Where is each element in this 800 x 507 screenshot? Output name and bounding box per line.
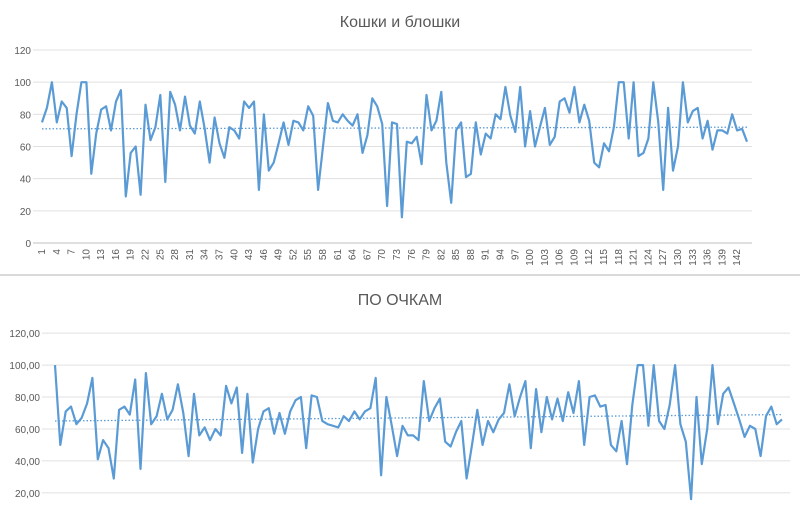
x-tick-label: 109	[569, 249, 580, 266]
x-tick-label: 94	[495, 249, 506, 261]
x-tick-label: 64	[348, 249, 359, 261]
y-tick-label: 120,00	[9, 329, 40, 340]
x-tick-label: 79	[422, 249, 433, 261]
chart-divider	[0, 274, 800, 276]
x-tick-label: 133	[688, 249, 699, 266]
x-tick-label: 40	[229, 249, 240, 261]
x-tick-label: 67	[362, 249, 373, 261]
x-tick-label: 1	[37, 249, 48, 255]
x-tick-label: 91	[481, 249, 492, 261]
chart-plot-area: 20,00 40,00 60,00 80,00 100,00 120,00	[9, 329, 790, 501]
x-tick-label: 10	[81, 249, 92, 261]
x-tick-label: 37	[214, 249, 225, 261]
x-tick-label: 52	[288, 249, 299, 261]
x-tick-label: 70	[377, 249, 388, 261]
x-tick-label: 121	[629, 249, 640, 266]
x-tick-label: 73	[392, 249, 403, 261]
y-tick-label: 120	[14, 46, 31, 57]
y-tick-label: 20,00	[15, 489, 40, 500]
x-tick-label: 82	[436, 249, 447, 261]
x-tick-label: 130	[673, 249, 684, 266]
y-tick-label: 60,00	[15, 425, 40, 436]
chart-title: Кошки и блошки	[339, 14, 461, 31]
x-tick-label: 127	[658, 249, 669, 266]
x-tick-label: 88	[466, 249, 477, 261]
x-tick-label: 31	[185, 249, 196, 261]
x-tick-label: 103	[540, 249, 551, 266]
x-tick-label: 4	[52, 249, 63, 255]
x-tick-label: 19	[126, 249, 137, 261]
x-tick-label: 76	[407, 249, 418, 261]
x-tick-label: 55	[303, 249, 314, 261]
x-tick-label: 34	[200, 249, 211, 261]
x-tick-label: 118	[614, 249, 625, 265]
x-tick-label: 43	[244, 249, 255, 261]
x-tick-label: 22	[141, 249, 152, 261]
chart-koshki-i-bloshki[interactable]: Кошки и блошки 0 20 40 60 80 100 120 1 4 7 10 13 16 1…	[0, 0, 800, 274]
y-tick-label: 40,00	[15, 457, 40, 468]
x-tick-label: 124	[643, 249, 654, 266]
x-tick-label: 85	[451, 249, 462, 261]
x-tick-label: 25	[155, 249, 166, 261]
x-tick-label: 16	[111, 249, 122, 261]
y-tick-label: 80,00	[15, 393, 40, 404]
y-tick-label: 0	[25, 239, 31, 250]
trendline	[54, 413, 783, 422]
x-tick-label: 106	[555, 249, 566, 266]
x-tick-label: 13	[96, 249, 107, 261]
x-tick-label: 115	[599, 249, 610, 265]
x-tick-label: 139	[717, 249, 728, 266]
y-tick-label: 100	[14, 78, 31, 89]
x-tick-label: 28	[170, 249, 181, 261]
y-tick-label: 40	[20, 175, 32, 186]
y-tick-label: 60	[20, 143, 32, 154]
x-tick-label: 58	[318, 249, 329, 261]
chart-po-ochkam[interactable]: ПО ОЧКАМ 20,00 40,00 60,00 80,00 100,00 120,0…	[0, 276, 800, 507]
series-line	[53, 363, 783, 501]
x-tick-label: 100	[525, 249, 536, 266]
y-tick-label: 20	[20, 207, 32, 218]
x-tick-label: 61	[333, 249, 344, 261]
x-tick-label: 136	[703, 249, 714, 266]
x-tick-label: 142	[732, 249, 743, 266]
x-tick-label: 97	[510, 249, 521, 261]
x-tick-label: 49	[274, 249, 285, 261]
x-tick-label: 46	[259, 249, 270, 261]
y-tick-label: 100,00	[9, 361, 40, 372]
y-tick-label: 80	[20, 110, 32, 121]
x-tick-label: 7	[67, 249, 78, 255]
x-tick-label: 112	[584, 249, 595, 265]
chart-title: ПО ОЧКАМ	[357, 292, 443, 309]
series-line	[40, 81, 749, 219]
